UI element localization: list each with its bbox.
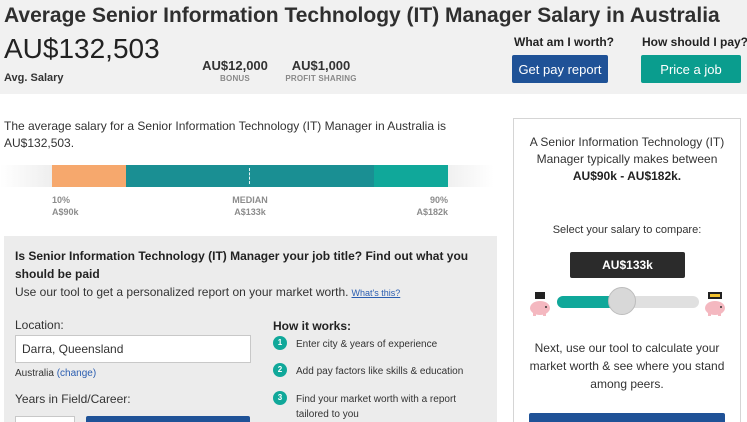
location-label: Location: [15,318,64,332]
whats-this-link[interactable]: What's this? [351,288,401,298]
worth-question: What am I worth? [514,35,614,49]
salary-distribution-bar [0,165,494,187]
country-line: Australia (change) [15,368,96,379]
country-name: Australia [15,368,54,379]
price-a-job-button[interactable]: Price a job [641,55,741,83]
step-text-1: Enter city & years of experience [296,339,438,350]
salary-slider-handle[interactable] [608,287,637,315]
card-intro-text: A Senior Information Technology (IT) Man… [529,135,725,166]
card-action-button[interactable] [529,413,725,422]
piggy-bank-high-icon [705,292,725,316]
select-salary-label: Select your salary to compare: [552,224,702,236]
step-number-2: 2 [273,363,287,377]
change-country-link[interactable]: (change) [56,368,97,379]
profit-sharing-value: AU$1,000 [291,58,351,73]
page-title: Average Senior Information Technology (I… [4,4,720,27]
tool-subtitle: Use our tool to get a personalized repor… [15,285,400,299]
high-range-segment [374,165,448,187]
pay-report-tool: Is Senior Information Technology (IT) Ma… [4,236,497,422]
bonus-value: AU$12,000 [202,58,268,73]
low-range-segment [52,165,126,187]
card-intro: A Senior Information Technology (IT) Man… [524,134,730,185]
years-label: Years in Field/Career: [15,392,131,406]
profit-sharing-stat: AU$1,000 PROFIT SHARING [282,58,360,83]
percentile-median: MEDIAN A$133k [226,194,274,218]
piggy-bank-low-icon [530,292,550,316]
mid-range-segment [126,165,374,187]
bonus-stat: AU$12,000 BONUS [199,58,271,83]
card-footer-text: Next, use our tool to calculate your mar… [529,341,725,391]
profit-sharing-label: PROFIT SHARING [285,74,357,83]
continue-button[interactable] [86,416,250,422]
percentile-90: 90% A$182k [410,194,448,218]
tool-subtitle-text: Use our tool to get a personalized repor… [15,285,349,299]
salary-slider-fill [557,296,623,308]
percentile-10-value: A$90k [52,207,79,217]
tool-question: Is Senior Information Technology (IT) Ma… [15,249,469,281]
step-number-3: 3 [273,391,287,405]
percentile-10: 10% A$90k [52,194,79,218]
step-text-3: Find your market worth with a report tai… [296,394,457,420]
get-pay-report-button[interactable]: Get pay report [512,55,608,83]
step-number-1: 1 [273,336,287,350]
percentile-90-value: A$182k [416,207,448,217]
bonus-label: BONUS [220,74,250,83]
selected-salary-display: AU$133k [570,252,685,278]
percentile-10-label: 10% [52,195,71,205]
step-text-2: Add pay factors like skills & education [296,366,464,377]
location-input[interactable] [15,335,251,363]
card-salary-range: AU$90k - AU$182k. [572,169,682,183]
pay-question: How should I pay? [642,35,747,49]
average-salary-value: AU$132,503 [4,33,160,64]
salary-intro-text: The average salary for a Senior Informat… [4,119,446,150]
average-salary-label: Avg. Salary [4,72,64,84]
median-label: MEDIAN [232,195,268,205]
median-value: A$133k [234,207,266,217]
percentile-90-label: 90% [429,195,448,205]
how-it-works-title: How it works: [273,319,352,333]
median-marker [249,168,250,184]
years-input[interactable] [15,416,75,422]
salary-header: Average Senior Information Technology (I… [0,0,747,94]
salary-compare-card: A Senior Information Technology (IT) Man… [513,118,741,422]
